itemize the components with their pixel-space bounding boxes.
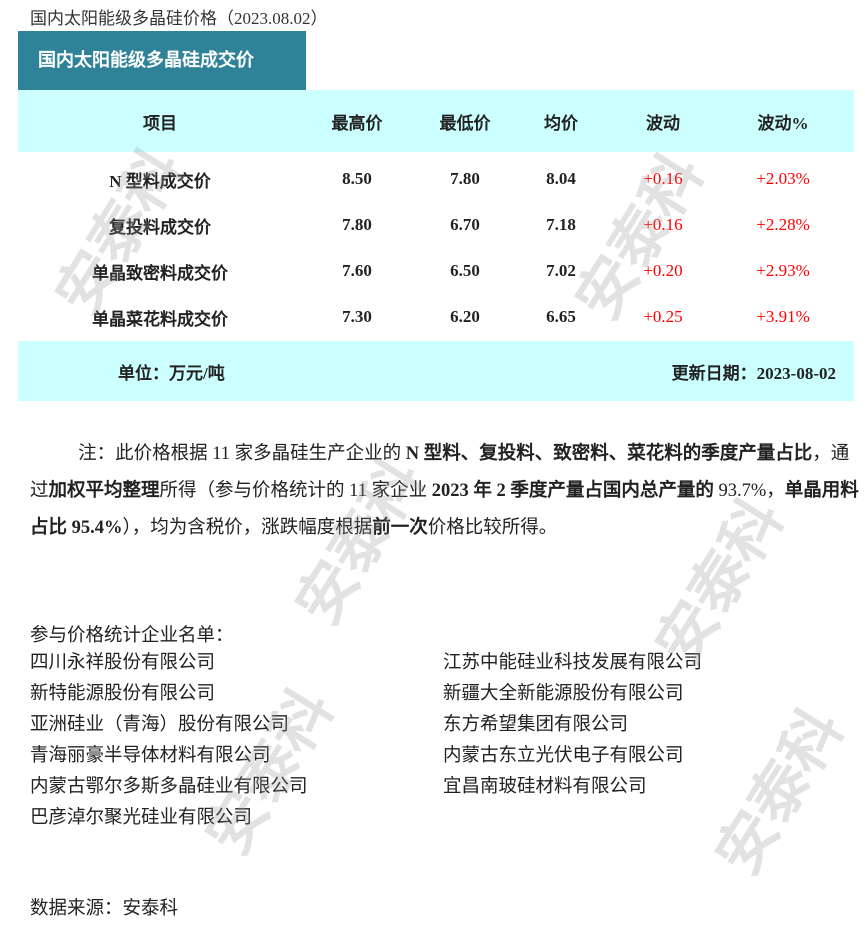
table-row: 单晶致密料成交价 7.60 6.50 7.02 +0.20 +2.93% [18,248,854,294]
item-name: N 型料成交价 [109,171,211,191]
table-row: 单晶菜花料成交价 7.30 6.20 6.65 +0.25 +3.91% [18,294,854,340]
company-item: 青海丽豪半导体材料有限公司 [30,746,271,766]
watermark: 安泰科 [702,697,858,887]
note-segment: 前一次 [372,518,428,538]
max-price: 7.60 [342,261,372,280]
note-segment: 93.7%， [713,481,785,501]
column-header: 最高价 [331,113,383,133]
note-paragraph: 注：此价格根据 11 家多晶硅生产企业的 N 型料、复投料、致密料、菜花料的季度… [30,436,860,547]
table-row: N 型料成交价 8.50 7.80 8.04 +0.16 +2.03% [18,156,854,202]
update-date: 更新日期：2023-08-02 [671,363,836,383]
avg-price: 7.18 [546,215,576,234]
change: +0.16 [643,215,683,234]
unit-label: 单位：万元/吨 [118,363,225,383]
companies-list-right: 江苏中能硅业科技发展有限公司 新疆大全新能源股份有限公司 东方希望集团有限公司内蒙古… [443,648,702,803]
company-item: 巴彦淖尔聚光硅业有限公司 [30,808,253,828]
table-caption-tab: 国内太阳能级多晶硅成交价 [18,31,306,91]
change-percent: +3.91% [756,307,810,326]
change: +0.25 [643,307,683,326]
company-item: 新疆大全新能源股份有限公司 [443,684,684,704]
max-price: 7.80 [342,215,372,234]
item-name: 复投料成交价 [109,217,211,237]
table-footer: 单位：万元/吨 更新日期：2023-08-02 [18,341,854,401]
note-segment: 价格比较所得。 [427,518,558,538]
note-segment: 2023 年 2 季度产量占国内总产量的 [431,481,714,501]
company-item: 亚洲硅业（青海）股份有限公司 [30,715,290,735]
max-price: 8.50 [342,169,372,188]
column-header: 波动% [757,113,809,133]
table-row: 复投料成交价 7.80 6.70 7.18 +0.16 +2.28% [18,202,854,248]
company-item: 新特能源股份有限公司 [30,684,216,704]
companies-list-left: 四川永祥股份有限公司 新特能源股份有限公司亚洲硅业（青海）股份有限公司 青海丽豪半导… [30,648,308,834]
change: +0.16 [643,169,683,188]
column-header: 均价 [544,113,578,133]
column-header: 项目 [143,113,177,133]
column-header: 最低价 [439,113,491,133]
min-price: 6.70 [450,215,480,234]
change-percent: +2.03% [756,169,810,188]
note-segment: 注：此价格根据 11 家多晶硅生产企业的 [78,444,406,464]
note-segment: 单晶用料占比 95.4% [30,481,859,538]
change-percent: +2.28% [756,215,810,234]
note-segment: 所得（参与价格统计的 11 家企业 [159,481,432,501]
avg-price: 7.02 [546,261,576,280]
table-header: 项目 最高价 最低价 均价 波动 波动% [18,90,854,152]
min-price: 6.50 [450,261,480,280]
price-table: 项目 最高价 最低价 均价 波动 波动% N 型料成交价 8.50 7.80 8.04 +0.16… [18,90,854,401]
company-item: 四川永祥股份有限公司 [30,653,216,673]
avg-price: 8.04 [546,169,576,188]
item-name: 单晶菜花料成交价 [92,309,228,329]
note-segment: 加权平均整理 [48,481,160,501]
company-item: 宜昌南玻硅材料有限公司 [443,777,647,797]
min-price: 7.80 [450,169,480,188]
note-segment: ），均为含税价，涨跌幅度根据 [122,518,373,538]
min-price: 6.20 [450,307,480,326]
max-price: 7.30 [342,307,372,326]
company-item: 江苏中能硅业科技发展有限公司 [443,653,703,673]
note-segment: ，通过 [30,444,850,501]
change-percent: +2.93% [756,261,810,280]
companies-title: 参与价格统计企业名单： [30,626,234,646]
column-header: 波动 [646,113,680,133]
data-source: 数据来源：安泰科 [30,899,179,919]
change: +0.20 [643,261,683,280]
company-item: 内蒙古东立光伏电子有限公司 [443,746,684,766]
company-item: 内蒙古鄂尔多斯多晶硅业有限公司 [30,777,308,797]
note-segment: N 型料、复投料、致密料、菜花料的季度产量占比 [405,444,813,464]
document-title: 国内太阳能级多晶硅价格（2023.08.02） [30,9,328,28]
company-item: 东方希望集团有限公司 [443,715,629,735]
item-name: 单晶致密料成交价 [92,263,228,283]
avg-price: 6.65 [546,307,576,326]
